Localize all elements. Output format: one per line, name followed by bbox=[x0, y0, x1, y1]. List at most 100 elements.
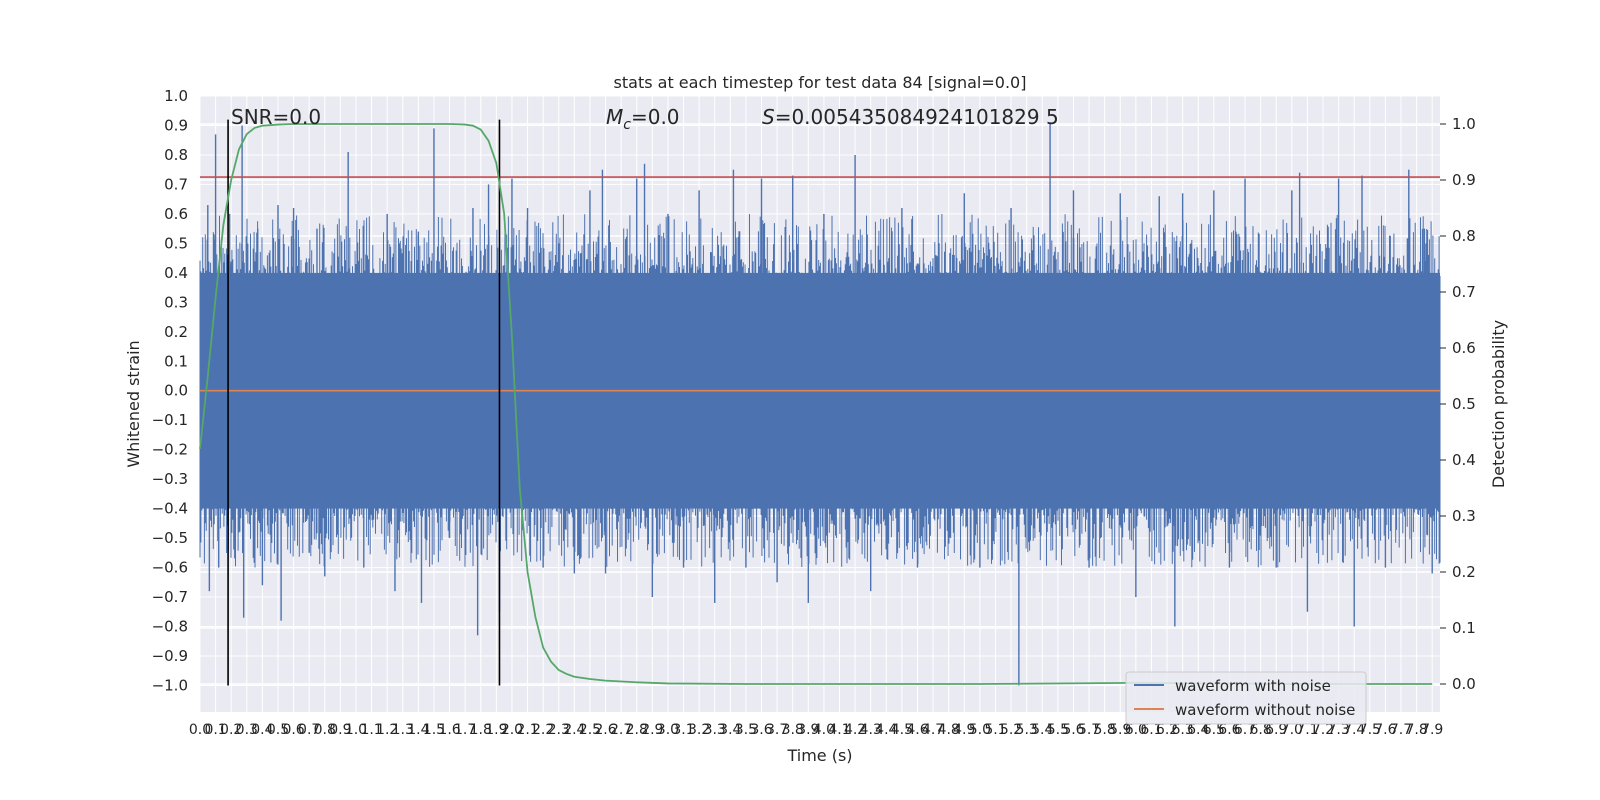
x-tick-label: 4.4 bbox=[875, 722, 897, 738]
x-tick-label: 0.4 bbox=[251, 722, 273, 738]
y-tick-label: −0.9 bbox=[152, 647, 188, 665]
x-tick-label: 2.9 bbox=[641, 722, 663, 738]
x-tick-label: 1.3 bbox=[392, 722, 414, 738]
y-tick-label: 0.4 bbox=[164, 264, 188, 282]
x-tick-label: 3.2 bbox=[688, 722, 710, 738]
x-tick-label: 6.5 bbox=[1203, 722, 1225, 738]
x-tick-label: 4.1 bbox=[828, 722, 850, 738]
x-tick-label: 7.3 bbox=[1327, 722, 1349, 738]
x-tick-label: 5.5 bbox=[1047, 722, 1069, 738]
x-tick-label: 7.2 bbox=[1312, 722, 1334, 738]
x-tick-label: 2.6 bbox=[594, 722, 616, 738]
annotation-mc: Mc=0.0 bbox=[606, 105, 680, 133]
x-tick-label: 0.3 bbox=[236, 722, 258, 738]
x-axis-label: Time (s) bbox=[786, 746, 852, 765]
annotation-s: S=0.005435084924101829 5 bbox=[762, 105, 1059, 129]
x-tick-label: 1.1 bbox=[360, 722, 382, 738]
x-tick-label: 3.8 bbox=[782, 722, 804, 738]
x-tick-label: 2.8 bbox=[626, 722, 648, 738]
chart-title: stats at each timestep for test data 84 … bbox=[614, 73, 1027, 92]
legend-box bbox=[1125, 671, 1367, 725]
x-tick-label: 4.5 bbox=[891, 722, 913, 738]
x-tick-label: 0.6 bbox=[282, 722, 304, 738]
x-tick-label: 3.9 bbox=[797, 722, 819, 738]
x-tick-label: 4.7 bbox=[922, 722, 944, 738]
x-tick-label: 3.4 bbox=[719, 722, 741, 738]
x-tick-label: 5.3 bbox=[1016, 722, 1038, 738]
x-tick-label: 5.1 bbox=[984, 722, 1006, 738]
right-tick-labels: 1.0 0.9 0.8 0.7 0.6 0.5 0.4 0.3 0.2 0.1 0.0 bbox=[1440, 115, 1476, 693]
y-tick-label: −1.0 bbox=[152, 676, 188, 694]
x-tick-label: 7.1 bbox=[1296, 722, 1318, 738]
x-tick-label: 4.8 bbox=[938, 722, 960, 738]
x-tick-label: 5.8 bbox=[1094, 722, 1116, 738]
x-tick-label: 0.7 bbox=[298, 722, 320, 738]
right-tick-label: 0.5 bbox=[1452, 395, 1476, 413]
x-tick-label: 5.9 bbox=[1109, 722, 1131, 738]
right-tick-label: 0.6 bbox=[1452, 339, 1476, 357]
x-tick-label: 3.5 bbox=[735, 722, 757, 738]
x-tick-label: 1.2 bbox=[376, 722, 398, 738]
right-tick-label: 0.0 bbox=[1452, 675, 1476, 693]
x-tick-label: 2.7 bbox=[610, 722, 632, 738]
legend-label-noise: waveform with noise bbox=[1175, 677, 1331, 695]
probability-line bbox=[199, 123, 1433, 685]
x-tick-label: 0.5 bbox=[267, 722, 289, 738]
x-tick-label: 0.1 bbox=[204, 722, 226, 738]
y-tick-label: 0.7 bbox=[164, 175, 188, 193]
x-tick-label: 4.6 bbox=[906, 722, 928, 738]
x-tick-labels: 0.00.10.20.30.40.50.60.70.80.91.01.11.21… bbox=[189, 722, 1443, 738]
y-axis-label: Whitened strain bbox=[124, 340, 143, 467]
right-tick-label: 0.1 bbox=[1452, 619, 1476, 637]
y-tick-label: 0.8 bbox=[164, 146, 188, 164]
x-tick-label: 2.0 bbox=[501, 722, 523, 738]
y-tick-label: 0.2 bbox=[164, 323, 188, 341]
x-tick-label: 6.2 bbox=[1156, 722, 1178, 738]
x-tick-label: 3.6 bbox=[750, 722, 772, 738]
detection-probability-line bbox=[199, 123, 1433, 685]
s-value: =0.005435084924101829 5 bbox=[775, 105, 1059, 129]
mc-subscript: c bbox=[623, 117, 631, 133]
y-tick-label: −0.8 bbox=[152, 618, 188, 636]
x-tick-label: 0.0 bbox=[189, 722, 211, 738]
legend: waveform with noise waveform without noi… bbox=[1125, 671, 1367, 725]
x-tick-label: 2.3 bbox=[548, 722, 570, 738]
y-tick-labels: 1.0 0.9 0.8 0.7 0.6 0.5 0.4 0.3 0.2 0.1 0.0 −0.1 −0.… bbox=[152, 87, 188, 694]
y-tick-label: −0.6 bbox=[152, 559, 188, 577]
x-tick-label: 1.9 bbox=[485, 722, 507, 738]
right-tick-label: 0.8 bbox=[1452, 227, 1476, 245]
x-tick-label: 6.1 bbox=[1140, 722, 1162, 738]
x-tick-label: 1.8 bbox=[470, 722, 492, 738]
x-tick-label: 3.0 bbox=[657, 722, 679, 738]
x-tick-label: 5.2 bbox=[1000, 722, 1022, 738]
x-tick-label: 5.6 bbox=[1062, 722, 1084, 738]
x-tick-label: 6.8 bbox=[1249, 722, 1271, 738]
x-tick-label: 2.1 bbox=[516, 722, 538, 738]
y-tick-label: 0.3 bbox=[164, 293, 188, 311]
y-tick-label: 0.9 bbox=[164, 116, 188, 134]
x-tick-label: 1.4 bbox=[407, 722, 429, 738]
y-tick-label: 1.0 bbox=[164, 87, 188, 105]
x-tick-label: 3.1 bbox=[672, 722, 694, 738]
x-tick-label: 4.2 bbox=[844, 722, 866, 738]
x-tick-label: 6.9 bbox=[1265, 722, 1287, 738]
y-tick-label: −0.4 bbox=[152, 500, 188, 518]
x-tick-label: 1.6 bbox=[438, 722, 460, 738]
right-tick-label: 0.4 bbox=[1452, 451, 1476, 469]
right-tick-label: 0.9 bbox=[1452, 171, 1476, 189]
x-tick-label: 6.6 bbox=[1218, 722, 1240, 738]
x-tick-label: 6.7 bbox=[1234, 722, 1256, 738]
x-tick-label: 4.9 bbox=[953, 722, 975, 738]
x-tick-label: 7.4 bbox=[1343, 722, 1365, 738]
mc-value: =0.0 bbox=[631, 105, 680, 129]
x-tick-label: 5.7 bbox=[1078, 722, 1100, 738]
marker-lines bbox=[227, 119, 501, 686]
legend-label-clean: waveform without noise bbox=[1175, 701, 1355, 719]
y-tick-label: 0.1 bbox=[164, 352, 188, 370]
mc-symbol: M bbox=[606, 105, 623, 129]
x-tick-label: 4.0 bbox=[813, 722, 835, 738]
x-tick-label: 7.5 bbox=[1359, 722, 1381, 738]
x-tick-label: 0.9 bbox=[329, 722, 351, 738]
y-tick-label: 0.5 bbox=[164, 234, 188, 252]
